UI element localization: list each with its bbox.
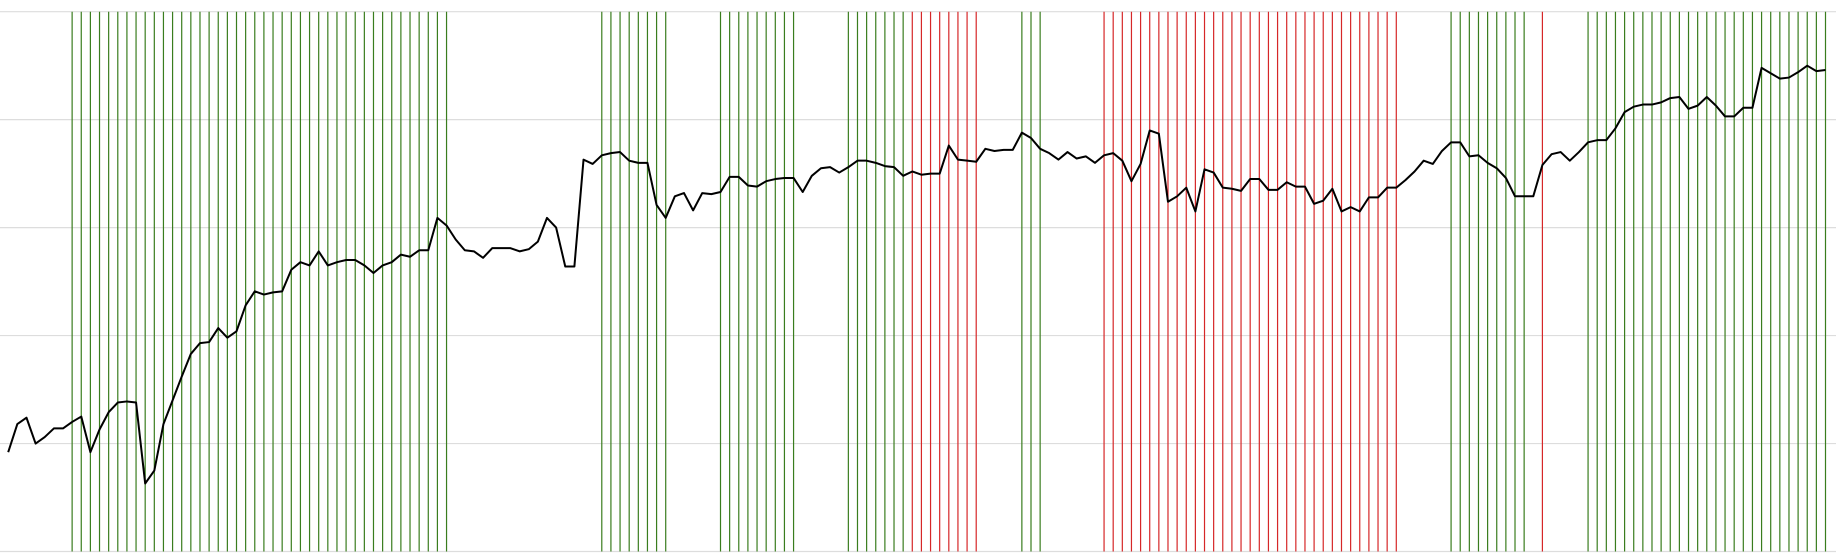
price-line: [7, 64, 1826, 485]
